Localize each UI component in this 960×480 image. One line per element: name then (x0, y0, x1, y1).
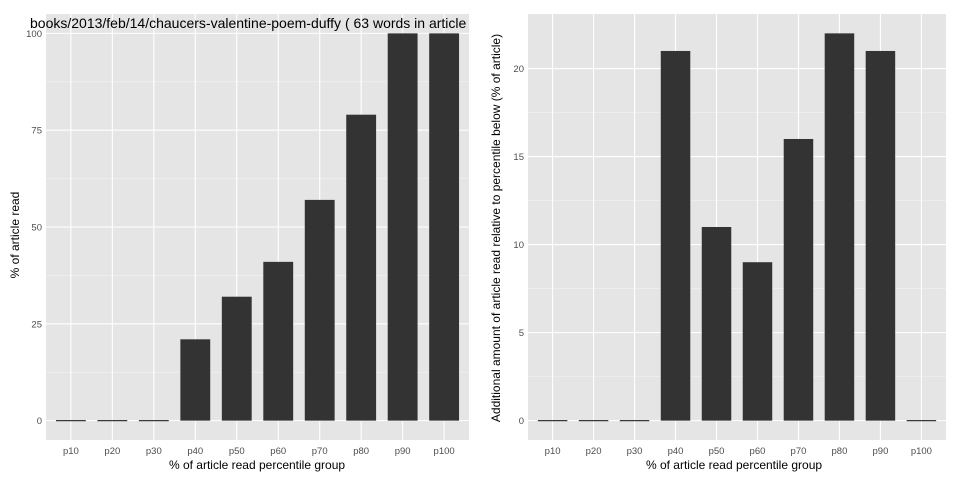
left-y-tick-label: 0 (37, 416, 42, 427)
left-bar-p100 (429, 33, 460, 421)
right-x-tick-label: p20 (586, 446, 602, 457)
right-x-tick-label: p60 (750, 446, 766, 457)
left-bar-p20 (97, 420, 128, 422)
right-x-tick-label: p70 (791, 446, 807, 457)
right-bars (537, 33, 937, 422)
right-bar-p90 (865, 50, 896, 421)
left-bar-p60 (263, 261, 294, 421)
right-x-tick-label: p50 (709, 446, 725, 457)
right-bar-p50 (701, 227, 732, 421)
right-x-axis-title: % of article read percentile group (646, 458, 822, 472)
right-y-tick-label: 0 (519, 416, 524, 427)
right-x-tick-label: p40 (668, 446, 684, 457)
left-bar-p40 (180, 339, 211, 421)
left-bar-p30 (138, 420, 169, 422)
left-y-tick-label: 75 (31, 126, 42, 137)
left-x-tick-label: p30 (146, 446, 162, 457)
left-bar-p90 (387, 33, 418, 421)
right-bar-p100 (906, 420, 937, 422)
left-bars (55, 33, 460, 422)
right-chart-panel: 0 5 10 15 20 p10 p20 p30 p40 p50 p60 p70 p80 p90 p100… (489, 14, 946, 472)
left-bar-p10 (55, 420, 86, 422)
left-y-tick-label: 25 (31, 319, 42, 330)
left-y-axis-title: % of article read (8, 192, 22, 279)
right-y-tick-label: 5 (519, 328, 524, 339)
left-x-tick-label: p70 (312, 446, 328, 457)
left-y-tick-label: 100 (26, 29, 42, 40)
left-y-tick-label: 50 (31, 223, 42, 234)
right-y-tick-labels: 0 5 10 15 20 (513, 64, 524, 427)
left-x-tick-labels: p10 p20 p30 p40 p50 p60 p70 p80 p90 p100 (63, 446, 455, 457)
left-x-tick-label: p20 (104, 446, 120, 457)
right-bar-p60 (742, 262, 773, 421)
right-x-tick-label: p80 (832, 446, 848, 457)
left-bar-p80 (346, 114, 377, 421)
right-x-tick-label: p30 (627, 446, 643, 457)
right-bar-p80 (824, 33, 855, 421)
right-y-axis-title: Additional amount of article read relati… (489, 34, 503, 422)
right-bar-p70 (783, 138, 814, 421)
left-x-tick-label: p40 (187, 446, 203, 457)
left-bar-p70 (304, 199, 335, 421)
right-bar-p10 (537, 420, 568, 422)
right-y-tick-label: 10 (513, 240, 524, 251)
left-y-tick-labels: 0 25 50 75 100 (26, 29, 42, 427)
right-x-tick-label: p100 (911, 446, 932, 457)
left-x-tick-label: p60 (270, 446, 286, 457)
right-y-tick-label: 20 (513, 64, 524, 75)
right-x-tick-label: p90 (873, 446, 889, 457)
right-y-tick-label: 15 (513, 152, 524, 163)
right-x-tick-label: p10 (545, 446, 561, 457)
left-x-tick-label: p10 (63, 446, 79, 457)
left-x-tick-label: p80 (353, 446, 369, 457)
left-x-axis-title: % of article read percentile group (169, 458, 345, 472)
right-bar-p30 (619, 420, 650, 422)
left-chart-title: books/2013/feb/14/chaucers-valentine-poe… (30, 15, 467, 31)
left-x-tick-label: p100 (434, 446, 455, 457)
left-bar-p50 (221, 296, 252, 421)
left-x-tick-label: p50 (229, 446, 245, 457)
left-x-tick-label: p90 (395, 446, 411, 457)
right-x-tick-labels: p10 p20 p30 p40 p50 p60 p70 p80 p90 p100 (545, 446, 932, 457)
right-bar-p20 (578, 420, 609, 422)
right-bar-p40 (660, 50, 691, 421)
